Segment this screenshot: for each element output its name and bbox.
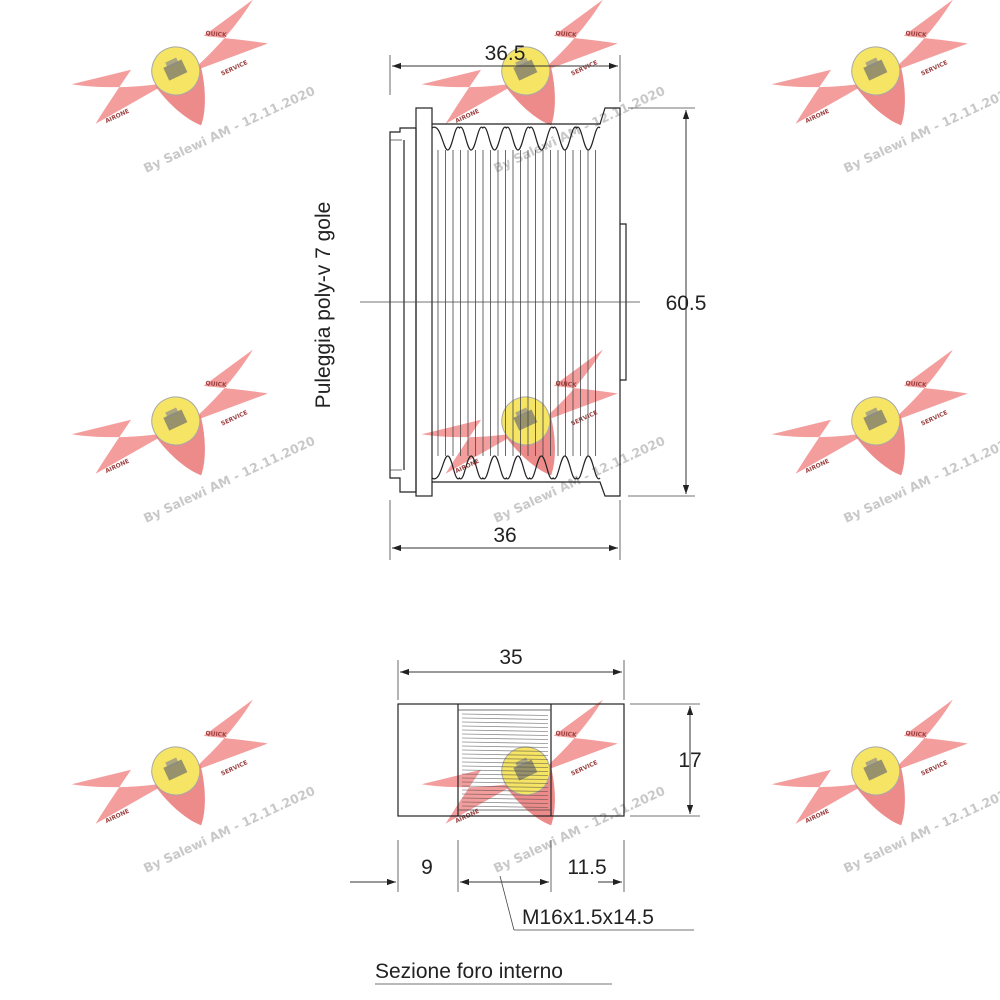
watermark-text: QUICK xyxy=(905,30,927,39)
rib-profile-bottom xyxy=(431,455,601,480)
dim-inner-width: 36 xyxy=(389,500,621,560)
diameter-value: 60.5 xyxy=(666,292,707,315)
inner-width-value: 36 xyxy=(493,524,516,547)
thread-line xyxy=(461,733,549,736)
thread-line xyxy=(461,761,549,764)
left-offset-value: 9 xyxy=(421,856,433,879)
watermark-text: QUICK xyxy=(205,380,227,389)
pulley-side-view xyxy=(360,107,640,497)
thread-line xyxy=(461,793,549,796)
right-offset-value: 11.5 xyxy=(567,856,606,879)
thread-line xyxy=(461,737,549,740)
watermark-text: SERVICE xyxy=(920,409,949,427)
dim-bore-diameter: 17 xyxy=(630,703,702,817)
thread-line xyxy=(461,717,549,720)
watermark-text: SERVICE xyxy=(220,759,249,777)
watermark-text: QUICK xyxy=(905,380,927,389)
dim-offsets: 9 11.5 xyxy=(350,840,625,892)
thread-line xyxy=(461,781,549,784)
watermark-text: QUICK xyxy=(905,730,927,739)
watermark-text: SERVICE xyxy=(920,59,949,77)
bore-length-value: 35 xyxy=(499,646,522,669)
watermark-text: SERVICE xyxy=(920,759,949,777)
watermark-text: SERVICE xyxy=(220,409,249,427)
watermark-text: SERVICE xyxy=(570,759,599,777)
thread-line xyxy=(461,785,549,788)
bore-diameter-value: 17 xyxy=(678,749,701,772)
watermark-text: SERVICE xyxy=(570,59,599,77)
thread-callout: M16x1.5x14.5 xyxy=(499,875,694,931)
thread-line xyxy=(461,721,549,724)
thread-line xyxy=(461,745,549,748)
groove-lines xyxy=(437,150,596,456)
watermark-text: QUICK xyxy=(555,380,577,389)
watermark-text: SERVICE xyxy=(220,59,249,77)
thread-line xyxy=(461,725,549,728)
thread-line xyxy=(461,713,549,716)
thread-line xyxy=(461,777,549,780)
rib-profile-top xyxy=(431,126,601,151)
thread-line xyxy=(461,757,549,760)
thread-line xyxy=(461,801,549,804)
outer-width-value: 36.5 xyxy=(485,42,526,65)
dim-bore-length: 35 xyxy=(397,646,625,700)
thread-line xyxy=(461,769,549,772)
watermark-text: QUICK xyxy=(555,730,577,739)
thread-value: M16x1.5x14.5 xyxy=(522,906,654,929)
thread-line xyxy=(461,729,549,732)
watermark-text: QUICK xyxy=(205,730,227,739)
thread-line xyxy=(461,789,549,792)
watermark-text: SERVICE xyxy=(570,409,599,427)
thread-line xyxy=(461,797,549,800)
thread-line xyxy=(461,753,549,756)
dim-diameter: 60.5 xyxy=(628,107,707,497)
thread-lines xyxy=(461,713,549,808)
dim-outer-width: 36.5 xyxy=(389,42,621,102)
thread-line xyxy=(461,741,549,744)
bore-section xyxy=(397,703,625,817)
section-label: Sezione foro interno xyxy=(375,960,563,983)
thread-line xyxy=(461,749,549,752)
thread-line xyxy=(461,805,549,808)
watermark-text: QUICK xyxy=(205,30,227,39)
thread-line xyxy=(461,773,549,776)
thread-line xyxy=(461,765,549,768)
pulley-label: Puleggia poly-v 7 gole xyxy=(312,202,335,409)
watermark-text: QUICK xyxy=(555,30,577,39)
